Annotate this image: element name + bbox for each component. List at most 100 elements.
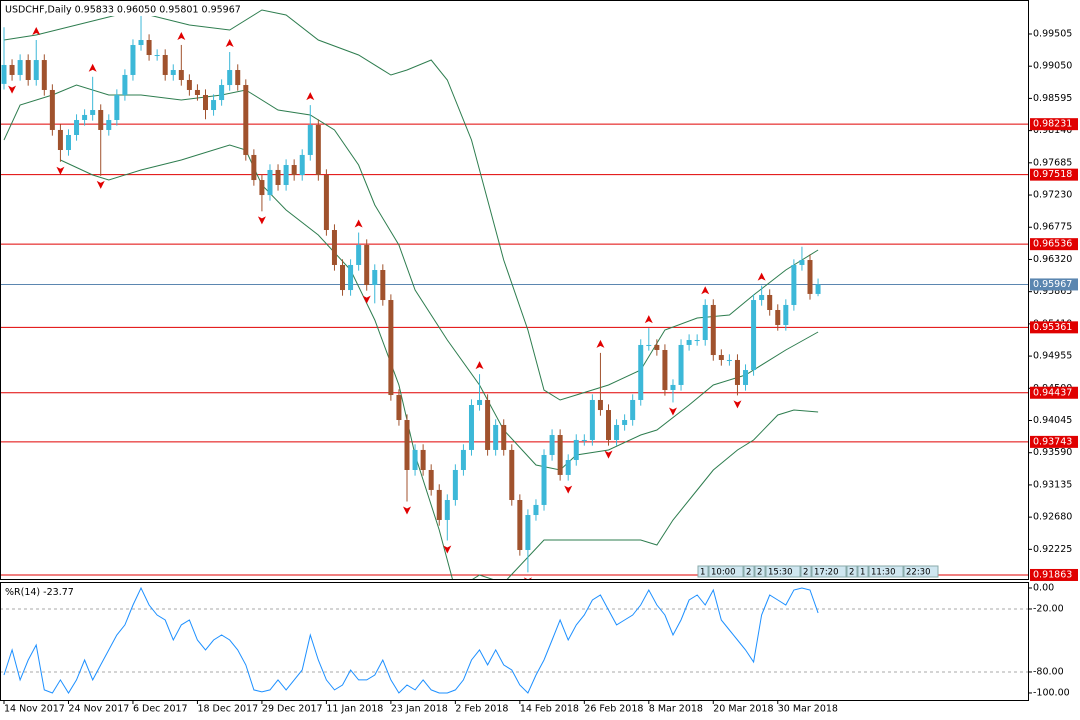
y-tick-label: 0.99050 — [1033, 61, 1072, 72]
level-label-bg — [1030, 386, 1078, 399]
level-label: 0.91863 — [1033, 569, 1072, 580]
event-label: 2 — [803, 568, 808, 578]
event-box — [765, 565, 801, 578]
last-price-label: 0.95967 — [1033, 279, 1072, 290]
y-tick-label: 0.97685 — [1033, 157, 1072, 168]
candle-body — [356, 245, 362, 265]
x-tick-label: 2 Feb 2018 — [455, 704, 508, 715]
candle-body — [686, 340, 692, 345]
ind-y-tick-label: -100.00 — [1033, 687, 1070, 698]
event-box — [708, 565, 744, 578]
candle-body — [388, 300, 394, 396]
candle-body — [98, 110, 104, 130]
candle-body — [509, 449, 515, 501]
event-box — [846, 565, 858, 578]
chart-title: USDCHF,Daily 0.95833 0.96050 0.95801 0.9… — [5, 5, 241, 16]
candle-body — [670, 384, 676, 390]
candle-body — [251, 154, 257, 181]
fractal-arrow — [96, 180, 105, 189]
candle-body — [460, 449, 466, 470]
fractal-arrow — [604, 450, 613, 459]
candle-body — [243, 85, 249, 155]
y-tick-label: 0.97230 — [1033, 190, 1072, 201]
band-line — [3, 9, 819, 401]
event-box — [857, 565, 869, 578]
candle-body — [130, 45, 136, 75]
candle-body — [485, 399, 491, 450]
candle-body — [90, 110, 96, 115]
x-tick-label: 11 Jan 2018 — [326, 704, 383, 715]
event-box — [754, 565, 766, 578]
candle-body — [41, 60, 47, 90]
candle-body — [138, 39, 144, 46]
candle-body — [751, 300, 757, 371]
candle-body — [807, 260, 813, 294]
fractal-arrow — [523, 577, 532, 579]
ind-line — [3, 586, 819, 694]
fractal-arrow — [564, 485, 573, 494]
candle-body — [420, 449, 426, 470]
title-bg — [2, 3, 234, 16]
candle-body — [307, 125, 313, 155]
candle-body — [267, 169, 273, 196]
candle-body — [49, 89, 55, 130]
candle-body — [106, 119, 112, 130]
candle-body — [565, 460, 571, 475]
candle-body — [654, 344, 660, 350]
fractal-arrow — [257, 216, 266, 225]
y-tick-label: 0.92680 — [1033, 512, 1072, 523]
candle-body — [348, 264, 354, 291]
candle-body — [791, 264, 797, 305]
y-tick-label: 0.96320 — [1033, 254, 1072, 265]
candle-body — [726, 359, 732, 361]
candle-body — [211, 100, 217, 111]
candle-body — [33, 60, 39, 80]
candle-body — [662, 349, 668, 390]
event-label: 2 — [849, 568, 854, 578]
fractal-arrow — [354, 219, 363, 228]
x-tick-label: 6 Dec 2017 — [133, 704, 188, 715]
candle-body — [227, 70, 233, 86]
event-label: 15:30 — [768, 568, 793, 578]
level-label: 0.97518 — [1033, 169, 1072, 180]
candle-body — [283, 165, 289, 185]
level-label-bg — [1030, 321, 1078, 334]
fractal-arrow — [32, 26, 41, 35]
x-tick-label: 18 Dec 2017 — [197, 704, 258, 715]
event-box — [903, 565, 939, 578]
candle-body — [525, 515, 531, 550]
level-label: 0.93743 — [1033, 436, 1072, 447]
fractal-arrow — [56, 166, 65, 175]
candle-body — [718, 355, 724, 360]
candle-body — [452, 469, 458, 501]
candle-body — [331, 230, 337, 265]
event-label: 11:30 — [871, 568, 896, 578]
event-label: 17:20 — [814, 568, 839, 578]
candle-body — [775, 309, 781, 326]
level-label: 0.94437 — [1033, 387, 1072, 398]
candle-body — [533, 504, 539, 516]
level-label-bg — [1030, 568, 1078, 581]
candle-body — [235, 70, 241, 86]
fractal-arrow — [8, 85, 17, 94]
fractal-arrow — [177, 31, 186, 40]
fractal-arrow — [403, 506, 411, 515]
level-label: 0.95361 — [1033, 322, 1072, 333]
candle-body — [372, 270, 378, 286]
candle-body — [541, 454, 547, 505]
level-label: 0.98231 — [1033, 119, 1072, 130]
fractal-arrow — [225, 39, 234, 48]
ind-y-tick-label: 0.00 — [1033, 582, 1054, 593]
indicator-name: %R(14) — [5, 587, 40, 598]
candle-body — [428, 469, 434, 490]
y-tick-label: 0.96775 — [1033, 222, 1072, 233]
x-tick-label: 14 Feb 2018 — [520, 704, 579, 715]
candle-body — [323, 174, 329, 231]
candle-body — [436, 489, 442, 520]
candle-body — [501, 424, 507, 450]
band-line — [3, 84, 819, 471]
candle-body — [178, 70, 184, 80]
candle-body — [694, 340, 700, 342]
level-label-bg — [1030, 168, 1078, 181]
